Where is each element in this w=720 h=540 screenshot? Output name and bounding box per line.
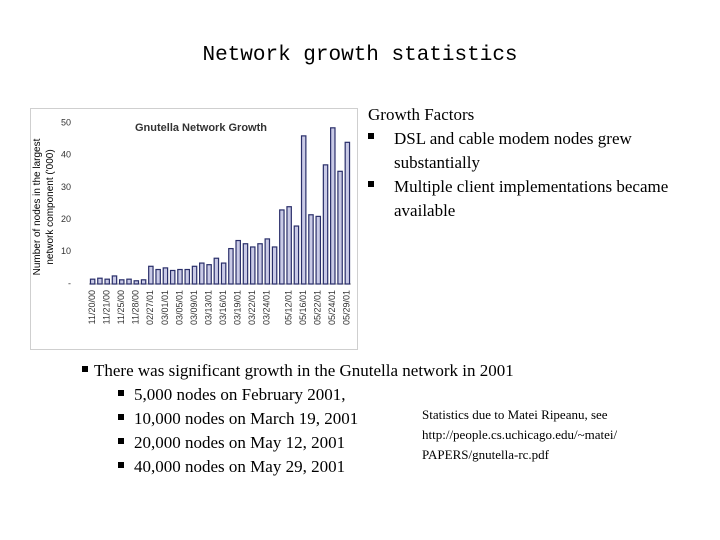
x-tick-label: 05/16/01 <box>298 290 308 325</box>
bar <box>235 239 241 285</box>
bar <box>97 277 103 285</box>
bar <box>104 278 110 285</box>
x-tick-label: 03/19/01 <box>233 290 243 325</box>
bar <box>257 243 263 285</box>
bar <box>315 215 322 285</box>
y-tick-label: 40 <box>61 150 71 160</box>
bar <box>279 209 285 285</box>
bar <box>177 268 183 285</box>
bar <box>330 127 336 285</box>
bar <box>271 246 278 285</box>
bar <box>242 243 249 285</box>
bar <box>337 170 343 285</box>
bullet <box>368 181 374 187</box>
bar <box>322 164 329 285</box>
note-line: PAPERS/gnutella-rc.pdf <box>422 447 549 462</box>
bar <box>89 278 96 285</box>
x-tick-label: 05/24/01 <box>327 290 337 325</box>
y-tick-label: 10 <box>61 246 71 256</box>
x-tick-label: 05/12/01 <box>284 290 294 325</box>
bar <box>111 275 118 285</box>
bar <box>184 268 191 285</box>
x-tick-label: 02/27/01 <box>145 290 155 325</box>
x-tick-label: 11/25/00 <box>116 290 126 324</box>
y-tick-label: 20 <box>61 214 71 224</box>
chart-title: Gnutella Network Growth <box>135 122 267 134</box>
side-bullet: DSL and cable modem nodes grew substanti… <box>394 129 632 172</box>
bar <box>126 278 132 285</box>
sub-bullet: 10,000 nodes on March 19, 2001 <box>134 409 359 428</box>
note-line: http://people.cs.uchicago.edu/~matei/ <box>422 427 618 442</box>
x-tick-label: 05/22/01 <box>313 290 323 325</box>
bar <box>155 268 161 285</box>
bar <box>140 279 147 285</box>
bar <box>191 265 198 285</box>
side-bullet: Multiple client implementations became a… <box>394 177 669 220</box>
x-tick-label: 11/21/00 <box>102 290 112 324</box>
x-tick-label: 03/16/01 <box>218 290 228 325</box>
bar <box>169 269 176 285</box>
bar <box>162 267 169 285</box>
x-tick-label: 03/01/01 <box>160 290 170 325</box>
y-tick-label: - <box>68 278 71 288</box>
bar <box>300 135 307 285</box>
bar <box>308 214 314 285</box>
y-tick-label: 30 <box>61 182 71 192</box>
x-tick-label: 03/24/01 <box>262 290 272 325</box>
x-tick-label: 03/22/01 <box>247 290 257 325</box>
bar <box>118 279 125 285</box>
sub-bullet: 20,000 nodes on May 12, 2001 <box>134 433 346 452</box>
bullet <box>118 438 124 444</box>
side-heading: Growth Factors <box>368 105 475 124</box>
bar <box>228 247 234 285</box>
chart: Gnutella Network Growth - 10 20 30 40 50 11/20… <box>61 117 352 325</box>
main-bullet: There was significant growth in the Gnut… <box>94 361 514 380</box>
chart-frame: Number of nodes in the largest network c… <box>30 108 358 350</box>
note-line: Statistics due to Matei Ripeanu, see <box>422 407 608 422</box>
x-tick-label: 03/09/01 <box>189 290 199 325</box>
bar <box>249 246 256 285</box>
sub-bullet: 5,000 nodes on February 2001, <box>134 385 346 404</box>
bar <box>286 206 292 285</box>
x-tick-label: 11/28/00 <box>131 290 141 324</box>
bar <box>213 257 220 285</box>
bullet <box>118 462 124 468</box>
bar <box>293 225 300 285</box>
bullet <box>118 390 124 396</box>
x-tick-label: 05/29/01 <box>342 290 352 325</box>
sub-bullet: 40,000 nodes on May 29, 2001 <box>134 457 346 476</box>
bar <box>148 265 154 285</box>
bar <box>133 280 140 285</box>
bar <box>220 262 227 285</box>
bar <box>199 262 205 285</box>
bullet <box>118 414 124 420</box>
bullet <box>82 366 88 372</box>
bullet <box>368 133 374 139</box>
x-tick-label: 03/13/01 <box>203 290 213 325</box>
x-tick-label: 11/20/00 <box>87 290 97 324</box>
x-tick-label: 03/05/01 <box>174 290 184 325</box>
y-tick-label: 50 <box>61 117 71 127</box>
slide-title: Network growth statistics <box>202 44 518 67</box>
bar <box>344 141 351 285</box>
bar <box>206 264 212 285</box>
bar <box>264 238 271 285</box>
